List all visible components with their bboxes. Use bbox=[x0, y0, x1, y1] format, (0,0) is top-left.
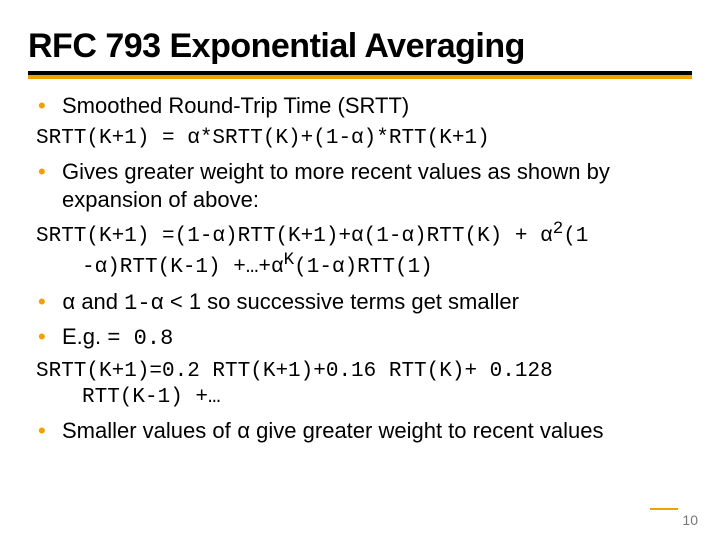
code-line: SRTT(K+1)=0.2 RTT(K+1)+0.16 RTT(K)+ 0.12… bbox=[28, 356, 692, 415]
title-rule-accent bbox=[28, 75, 692, 79]
bullet-list: Smoothed Round-Trip Time (SRTT) bbox=[28, 89, 692, 123]
code-text: -α)RTT(K-1) +…+α bbox=[82, 256, 284, 279]
accent-underline bbox=[650, 508, 678, 510]
code-text: SRTT(K+1)=0.2 RTT(K+1)+0.16 RTT(K)+ 0.12… bbox=[36, 360, 553, 383]
bullet-list: α and 1-α < 1 so successive terms get sm… bbox=[28, 285, 692, 356]
text: Smaller values of bbox=[62, 418, 237, 443]
code-inline: = 0.8 bbox=[107, 326, 173, 351]
slide: RFC 793 Exponential Averaging Smoothed R… bbox=[0, 0, 720, 540]
superscript: K bbox=[284, 250, 295, 270]
text: give greater weight to recent values bbox=[250, 418, 603, 443]
bullet-item: α and 1-α < 1 so successive terms get sm… bbox=[28, 285, 692, 321]
code-line-continued: RTT(K-1) +… bbox=[36, 385, 692, 411]
code-line-continued: -α)RTT(K-1) +…+αK(1-α)RTT(1) bbox=[36, 250, 692, 281]
code-text: (1 bbox=[563, 225, 588, 248]
bullet-list: Gives greater weight to more recent valu… bbox=[28, 155, 692, 216]
text: and bbox=[75, 289, 124, 314]
code-line: SRTT(K+1) =(1-α)RTT(K+1)+α(1-α)RTT(K) + … bbox=[28, 216, 692, 285]
text: E.g. bbox=[62, 324, 101, 349]
bullet-item: Gives greater weight to more recent valu… bbox=[28, 155, 692, 216]
bullet-item: Smaller values of α give greater weight … bbox=[28, 414, 692, 450]
superscript: 2 bbox=[553, 219, 564, 239]
page-number: 10 bbox=[682, 512, 698, 528]
bullet-list: Smaller values of α give greater weight … bbox=[28, 414, 692, 450]
code-line: SRTT(K+1) = α*SRTT(K)+(1-α)*RTT(K+1) bbox=[28, 123, 692, 155]
code-text: SRTT(K+1) =(1-α)RTT(K+1)+α(1-α)RTT(K) + … bbox=[36, 225, 553, 248]
bullet-item: E.g. = 0.8 bbox=[28, 320, 692, 356]
code-inline: 1-α bbox=[124, 291, 164, 316]
bullet-item: Smoothed Round-Trip Time (SRTT) bbox=[28, 89, 692, 123]
code-inline: α bbox=[62, 291, 75, 316]
slide-title: RFC 793 Exponential Averaging bbox=[28, 28, 692, 65]
code-text: (1-α)RTT(1) bbox=[294, 256, 433, 279]
code-inline: α bbox=[237, 420, 250, 445]
text: < 1 so successive terms get smaller bbox=[164, 289, 519, 314]
